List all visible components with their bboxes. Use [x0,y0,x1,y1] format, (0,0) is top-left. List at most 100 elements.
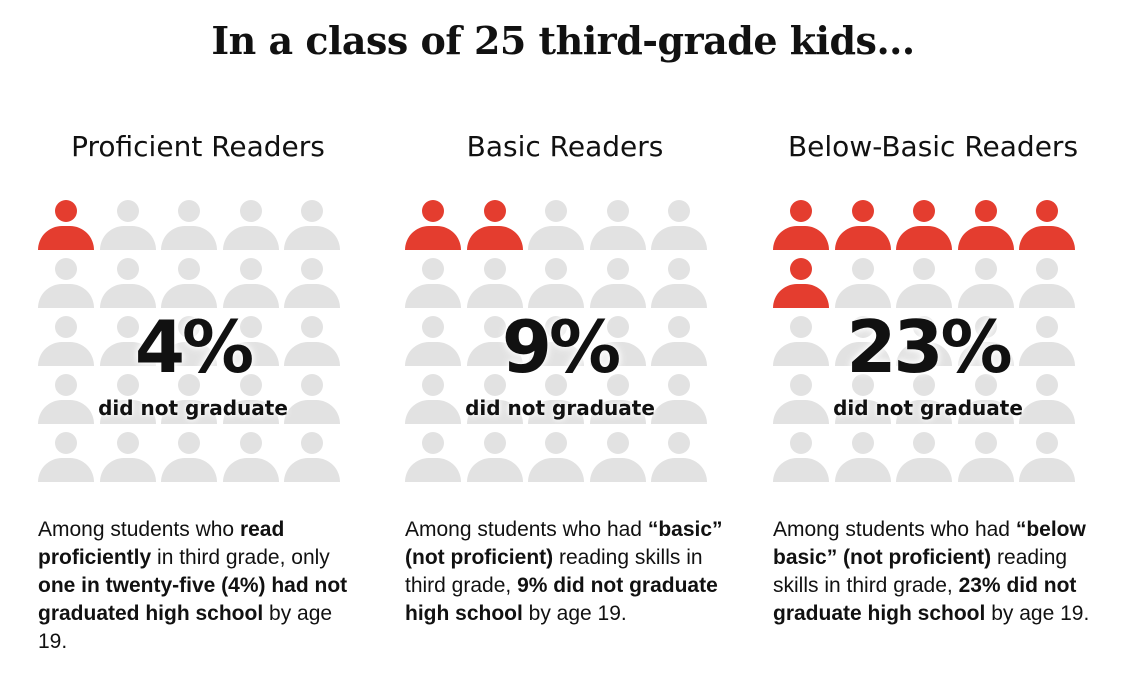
person-icon [834,258,891,310]
pictogram-grid [773,200,1083,482]
description-text: in third grade, only [151,546,330,569]
person-icon [834,200,891,252]
person-icon [528,316,584,368]
person-icon [773,200,829,252]
person-icon [222,374,279,426]
description-text: reading skills in third grade, [773,546,1068,597]
person-icon [773,374,829,426]
panel-description: Among students who read proficiently in … [38,516,358,656]
person-icon [161,316,217,368]
person-icon [1019,316,1075,368]
person-icon [1019,432,1075,484]
description-text: by age 19. [38,602,333,653]
person-icon [1019,258,1075,310]
description-text: “basic” (not proficient) [405,518,723,569]
person-icon [405,316,461,368]
person-icon [99,374,156,426]
person-icon [528,258,584,310]
person-icon [405,200,461,252]
person-icon [99,316,156,368]
panel-basic-readers: Basic Readers 9% did not graduate Among … [405,0,725,677]
description-text: 9% did not graduate high school [405,574,718,625]
person-icon [99,200,156,252]
panel-heading: Basic Readers [466,130,664,163]
description-text: read proficiently [38,518,285,569]
person-icon [896,200,952,252]
person-icon [284,374,340,426]
person-icon [161,374,217,426]
person-icon [161,432,217,484]
person-icon [222,258,279,310]
person-icon [405,432,461,484]
person-icon [773,316,829,368]
person-icon [284,200,340,252]
person-icon [773,258,829,310]
person-icon [589,258,646,310]
chart-title: In a class of 25 third-grade kids... [211,18,915,63]
panel-proficient-readers: Proficient Readers 4% did not graduate A… [38,0,358,677]
person-icon [651,258,707,310]
pictogram-grid [38,200,348,482]
person-icon [589,432,646,484]
person-icon [284,316,340,368]
person-icon [466,258,523,310]
person-icon [651,316,707,368]
person-icon [834,374,891,426]
description-text: Among students who had [773,518,1016,541]
person-icon [957,316,1014,368]
person-icon [651,432,707,484]
description-text: by age 19. [985,602,1090,625]
person-icon [284,432,340,484]
description-text: one in twenty-five (4%) had not graduate… [38,574,348,625]
person-icon [957,258,1014,310]
person-icon [957,432,1014,484]
person-icon [38,258,94,310]
person-icon [896,374,952,426]
person-icon [1019,200,1075,252]
person-icon [38,200,94,252]
pictogram-grid [405,200,715,482]
person-icon [589,200,646,252]
person-icon [528,200,584,252]
person-icon [1019,374,1075,426]
person-icon [589,316,646,368]
person-icon [405,374,461,426]
description-text: “below basic” (not proficient) [773,518,1086,569]
person-icon [38,374,94,426]
person-icon [222,200,279,252]
description-text: 23% did not graduate high school [773,574,1077,625]
person-icon [222,316,279,368]
person-icon [896,432,952,484]
person-icon [161,258,217,310]
person-icon [222,432,279,484]
description-text: reading skills in third grade, [405,546,703,597]
person-icon [466,432,523,484]
person-icon [957,374,1014,426]
person-icon [957,200,1014,252]
person-icon [466,316,523,368]
panel-description: Among students who had “basic” (not prof… [405,516,725,628]
person-icon [99,432,156,484]
person-icon [773,432,829,484]
panel-description: Among students who had “below basic” (no… [773,516,1093,628]
panel-heading: Proficient Readers [71,130,325,163]
person-icon [651,374,707,426]
person-icon [528,432,584,484]
person-icon [896,316,952,368]
person-icon [99,258,156,310]
panel-heading: Below-Basic Readers [787,130,1079,163]
person-icon [284,258,340,310]
person-icon [651,200,707,252]
person-icon [38,432,94,484]
person-icon [528,374,584,426]
person-icon [834,316,891,368]
person-icon [466,374,523,426]
person-icon [161,200,217,252]
description-text: Among students who [38,518,240,541]
person-icon [38,316,94,368]
person-icon [589,374,646,426]
person-icon [466,200,523,252]
person-icon [896,258,952,310]
description-text: by age 19. [522,602,627,625]
person-icon [834,432,891,484]
